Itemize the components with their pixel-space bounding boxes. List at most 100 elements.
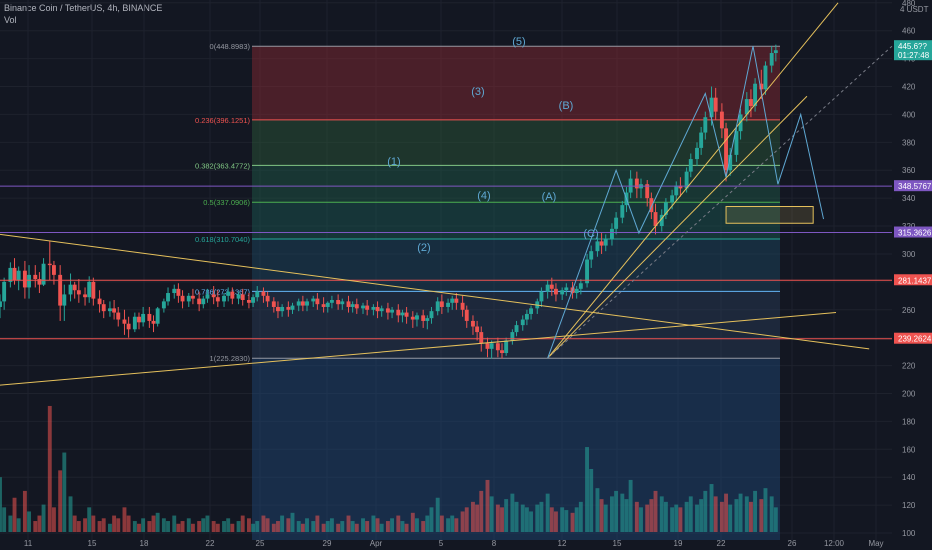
volume-bar xyxy=(22,490,27,532)
fib-level-label: 0.236(396.1251) xyxy=(195,116,251,125)
volume-bar xyxy=(649,499,654,532)
candle-body xyxy=(659,214,664,227)
candle-body xyxy=(190,295,195,299)
candle-body xyxy=(574,288,579,294)
candle-body xyxy=(226,291,231,296)
x-tick-label: 29 xyxy=(323,539,332,548)
volume-bar xyxy=(91,515,96,532)
candle-body xyxy=(396,309,401,316)
candle-body xyxy=(495,343,500,351)
candle-body xyxy=(240,294,245,300)
y-tick-label: 420 xyxy=(902,83,916,92)
volume-bar xyxy=(132,521,137,532)
volume-bar xyxy=(475,504,480,532)
candle-body xyxy=(350,304,355,307)
volume-bar xyxy=(759,499,764,532)
price-tag xyxy=(894,180,932,192)
candle-body xyxy=(489,343,494,349)
volume-bar xyxy=(410,512,415,532)
candle-body xyxy=(728,154,733,171)
candle-body xyxy=(83,294,87,298)
volume-bar xyxy=(83,518,87,532)
volume-bar xyxy=(265,518,270,532)
volume-bar xyxy=(315,515,320,532)
volume-bar xyxy=(520,504,525,532)
volume-bar xyxy=(107,523,112,532)
volume-bar xyxy=(379,523,384,532)
candle-body xyxy=(454,298,459,303)
volume-bar xyxy=(365,521,370,532)
fib-level-label: 0.786(273.1367) xyxy=(195,287,251,296)
trendline xyxy=(547,95,808,359)
volume-bar xyxy=(346,515,351,532)
candle-body xyxy=(379,308,384,312)
candle-body xyxy=(599,241,604,246)
candle-body xyxy=(205,294,210,299)
volume-bar xyxy=(560,507,565,532)
volume-bar xyxy=(16,518,21,532)
grid xyxy=(0,0,892,540)
candle-body xyxy=(329,300,334,303)
price-tag xyxy=(894,274,932,286)
volume-bar xyxy=(261,515,266,532)
candle-body xyxy=(41,263,46,285)
y-tick-label: 260 xyxy=(902,306,916,315)
candle-body xyxy=(524,313,529,320)
trendlines[interactable] xyxy=(0,2,893,386)
candle-body xyxy=(147,313,152,321)
candle-body xyxy=(773,50,778,54)
fib-band xyxy=(252,46,780,120)
candle-body xyxy=(346,301,351,307)
volume-bar xyxy=(570,512,575,532)
y-tick-label: 160 xyxy=(902,445,916,454)
wave-label: (B) xyxy=(559,100,574,112)
volume-bar xyxy=(460,511,465,532)
volume-bar xyxy=(728,504,733,532)
candle-body xyxy=(230,291,235,299)
candle-body xyxy=(504,340,509,354)
volume-bar xyxy=(172,515,177,532)
x-tick-label: 22 xyxy=(206,539,215,548)
candle-body xyxy=(122,319,127,324)
volume-bar xyxy=(255,521,260,532)
volume-bar xyxy=(614,490,619,532)
volume-bar xyxy=(545,493,550,532)
volume-bar xyxy=(695,504,699,532)
candle-body xyxy=(296,301,301,306)
volume-bar xyxy=(645,504,650,532)
candle-body xyxy=(2,281,7,302)
volume-bar xyxy=(504,499,509,532)
candle-body xyxy=(261,291,266,296)
candle-body xyxy=(695,147,699,160)
candle-body xyxy=(649,198,654,213)
x-tick-label: 18 xyxy=(140,539,149,548)
volume-bar xyxy=(112,515,117,532)
candle-body xyxy=(155,308,160,324)
candle-body xyxy=(215,297,220,302)
candle-body xyxy=(271,301,276,307)
candle-body xyxy=(8,267,13,282)
volume-bar xyxy=(429,507,434,532)
volume-bar xyxy=(186,518,191,532)
volume-bar xyxy=(439,515,444,532)
candle-body xyxy=(315,298,320,305)
volume-bar xyxy=(97,521,102,532)
candle-body xyxy=(47,263,52,266)
candle-body xyxy=(107,308,112,312)
volume-bar xyxy=(738,493,743,532)
candle-body xyxy=(300,301,305,306)
volume-bar xyxy=(361,518,365,532)
candle-body xyxy=(87,281,92,298)
volume-bar xyxy=(137,523,141,532)
fibonacci-retracement[interactable]: 0(448.8983) 0.236(396.1251) 0.382(363.4772… xyxy=(195,42,780,540)
candle-body xyxy=(22,270,27,288)
volume-bar xyxy=(653,490,658,532)
volume-bar xyxy=(578,501,583,532)
volume-bar xyxy=(659,496,664,532)
elliott-waves[interactable]: (1) (2) (3) (4) (5) (A) (B) (C) xyxy=(387,36,825,359)
candle-body xyxy=(703,117,708,133)
candle-body xyxy=(684,171,689,189)
candle-body xyxy=(763,65,768,90)
volume-bar xyxy=(305,518,309,532)
